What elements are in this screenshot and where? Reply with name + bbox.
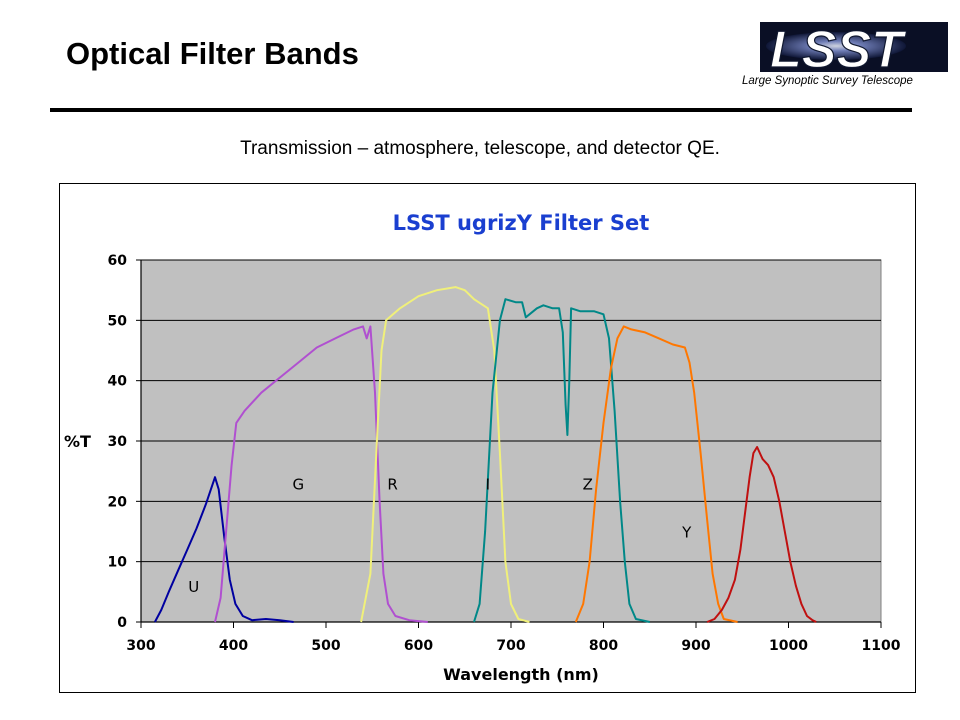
x-tick-label-500: 500 xyxy=(311,638,340,654)
series-label-z: Z xyxy=(583,475,593,493)
series-label-i: I xyxy=(486,475,490,493)
series-line-u xyxy=(154,476,294,623)
y-tick-label-40: 40 xyxy=(108,374,128,390)
x-tick-label-900: 900 xyxy=(681,638,710,654)
x-tick-label-600: 600 xyxy=(404,638,433,654)
chart-frame: 0 10 20 30 40 50 60 300 400 500 600 700 800 900 1000 11… xyxy=(59,183,916,693)
slide-subtitle: Transmission – atmosphere, telescope, an… xyxy=(240,138,720,159)
series-label-y: Y xyxy=(681,524,692,542)
x-tick-label-1100: 1100 xyxy=(862,638,901,654)
filter-transmission-chart: 0 10 20 30 40 50 60 300 400 500 600 700 800 900 1000 11… xyxy=(64,211,901,684)
y-tick-label-30: 30 xyxy=(108,434,128,450)
x-tick-label-800: 800 xyxy=(589,638,618,654)
svg-text:LSST: LSST xyxy=(770,21,907,79)
series-label-r: R xyxy=(387,475,397,493)
y-tick-label-60: 60 xyxy=(108,253,128,269)
series-line-z xyxy=(574,325,738,623)
x-tick-label-1000: 1000 xyxy=(769,638,808,654)
y-tick-label-50: 50 xyxy=(108,313,128,329)
series-label-g: G xyxy=(292,475,304,493)
x-tick-label-400: 400 xyxy=(219,638,248,654)
series-line-r xyxy=(360,286,530,623)
chart-title: LSST ugrizY Filter Set xyxy=(393,211,650,235)
title-divider xyxy=(50,108,912,112)
y-tick-label-20: 20 xyxy=(108,494,128,510)
y-axis-label: %T xyxy=(64,432,91,451)
logo-tagline: Large Synoptic Survey Telescope xyxy=(742,75,913,87)
x-tick-label-700: 700 xyxy=(496,638,525,654)
slide-title: Optical Filter Bands xyxy=(66,36,359,71)
lsst-logo-icon: LSST Large Synoptic Survey Telescope xyxy=(740,20,950,90)
series-label-u: U xyxy=(188,578,199,596)
series-line-y xyxy=(706,446,817,623)
series-line-i xyxy=(473,298,651,623)
x-tick-label-300: 300 xyxy=(126,638,155,654)
y-tick-label-10: 10 xyxy=(108,555,128,571)
series-line-g xyxy=(214,325,428,623)
x-axis-label: Wavelength (nm) xyxy=(443,665,599,684)
y-tick-label-0: 0 xyxy=(117,615,127,631)
